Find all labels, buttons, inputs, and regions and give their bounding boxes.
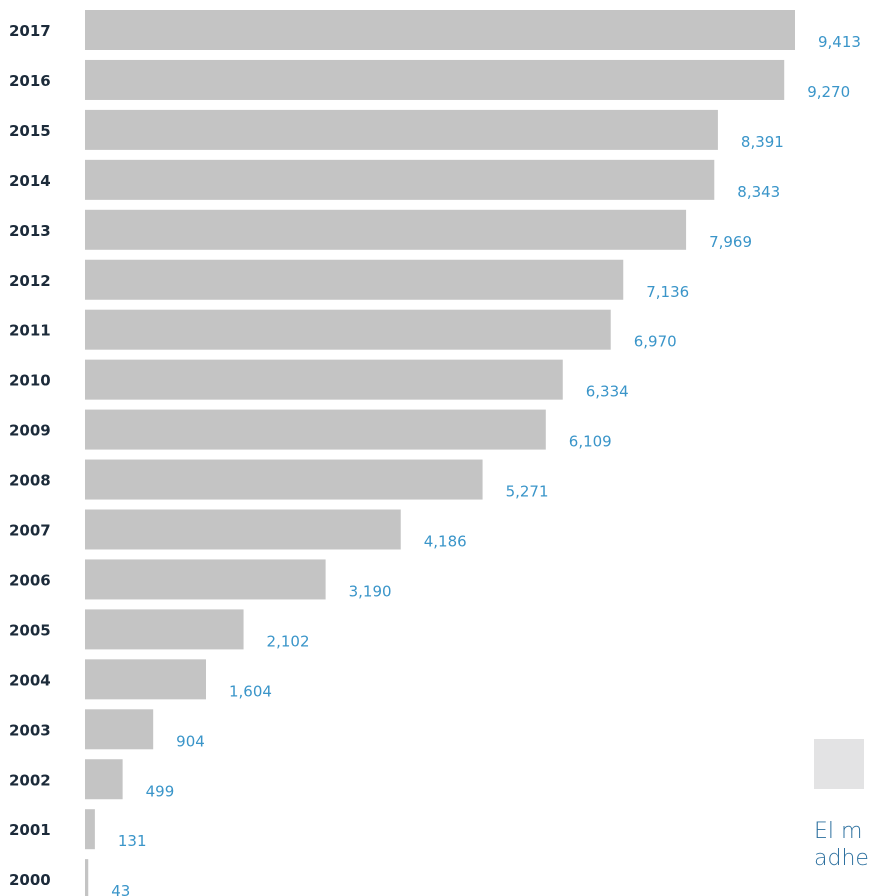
category-label-2008: 2008 <box>9 472 51 490</box>
value-label-2008: 5,271 <box>506 483 549 501</box>
value-label-2015: 8,391 <box>741 133 784 151</box>
value-label-2000: 43 <box>111 882 130 896</box>
category-label-2006: 2006 <box>9 571 51 589</box>
value-label-2009: 6,109 <box>569 433 612 451</box>
bar-2009 <box>85 409 546 450</box>
category-label-2012: 2012 <box>9 272 51 290</box>
legend-text-line-1: El m <box>814 819 863 844</box>
value-label-2004: 1,604 <box>229 682 272 700</box>
bar-2006 <box>85 559 326 600</box>
category-label-2016: 2016 <box>9 72 51 90</box>
bar-2014 <box>85 159 715 200</box>
category-label-2014: 2014 <box>9 172 51 190</box>
category-label-2001: 2001 <box>9 821 51 839</box>
bar-2004 <box>85 659 206 700</box>
bar-2001 <box>85 809 95 850</box>
bar-2016 <box>85 59 785 100</box>
bar-2002 <box>85 759 123 800</box>
category-label-2017: 2017 <box>9 22 51 40</box>
value-label-2007: 4,186 <box>424 533 467 551</box>
value-label-2016: 9,270 <box>807 83 850 101</box>
category-label-2007: 2007 <box>9 522 51 540</box>
category-label-2005: 2005 <box>9 621 51 639</box>
bar-2003 <box>85 709 154 750</box>
value-label-2011: 6,970 <box>634 333 677 351</box>
bar-2008 <box>85 459 483 500</box>
category-label-2002: 2002 <box>9 771 51 789</box>
bar-2013 <box>85 209 687 250</box>
category-label-2004: 2004 <box>9 671 51 689</box>
legend-swatch <box>814 739 864 789</box>
legend-text: El m adhe <box>814 818 871 872</box>
value-label-2017: 9,413 <box>818 33 861 51</box>
bar-2015 <box>85 109 718 150</box>
value-label-2002: 499 <box>146 782 175 800</box>
bar-2007 <box>85 509 401 550</box>
value-label-2005: 2,102 <box>267 632 310 650</box>
bar-2000 <box>85 859 89 896</box>
value-label-2012: 7,136 <box>646 283 689 301</box>
category-label-2010: 2010 <box>9 372 51 390</box>
bar-2010 <box>85 359 563 400</box>
value-label-2014: 8,343 <box>737 183 780 201</box>
category-label-2013: 2013 <box>9 222 51 240</box>
bar-2011 <box>85 309 611 350</box>
value-label-2010: 6,334 <box>586 383 629 401</box>
bar-2012 <box>85 259 624 300</box>
value-label-2006: 3,190 <box>349 582 392 600</box>
category-label-2000: 2000 <box>9 871 51 889</box>
category-label-2015: 2015 <box>9 122 51 140</box>
value-label-2001: 131 <box>118 832 147 850</box>
category-label-2011: 2011 <box>9 322 51 340</box>
category-label-2003: 2003 <box>9 721 51 739</box>
value-label-2003: 904 <box>176 732 205 750</box>
value-label-2013: 7,969 <box>709 233 752 251</box>
legend-text-line-2: adhe <box>814 846 869 871</box>
bar-2005 <box>85 609 244 650</box>
bar-2017 <box>85 10 795 50</box>
category-label-2009: 2009 <box>9 422 51 440</box>
